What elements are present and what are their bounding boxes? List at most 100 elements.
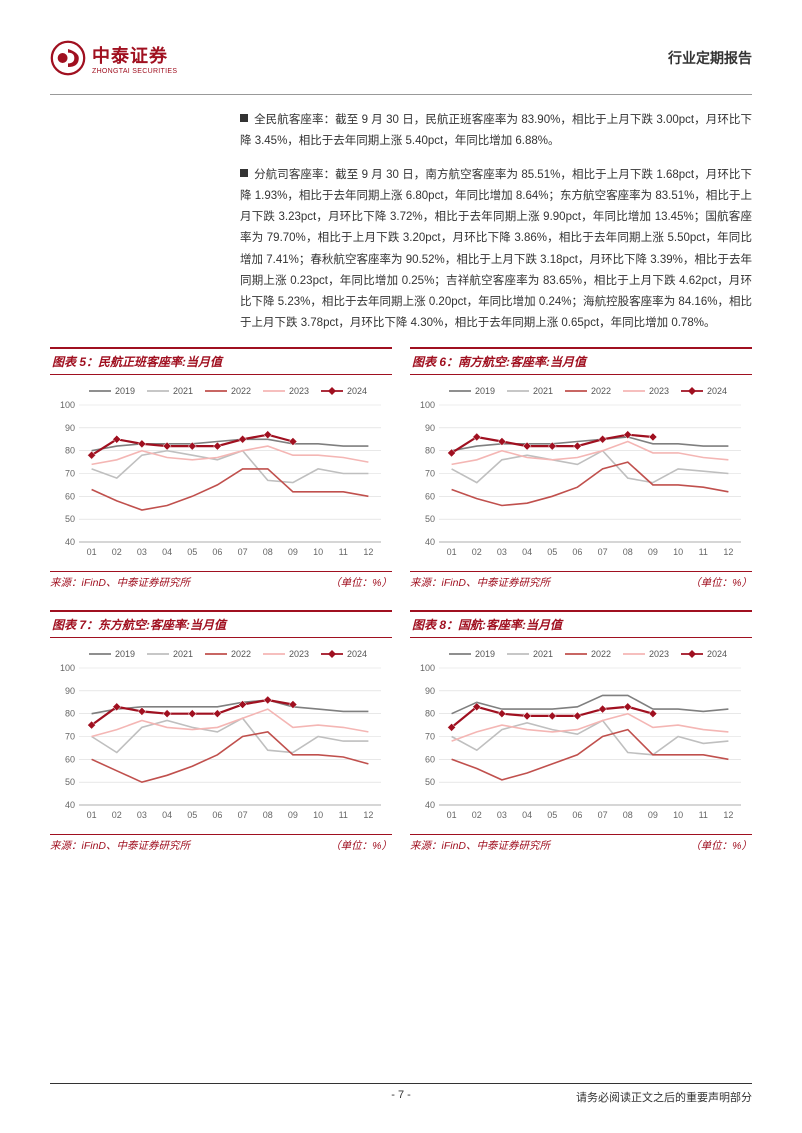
svg-text:02: 02 xyxy=(472,547,482,557)
chart-7: 图表 7：东方航空:客座率:当月值 4050607080901000102030… xyxy=(50,610,392,853)
svg-text:05: 05 xyxy=(547,547,557,557)
svg-text:01: 01 xyxy=(447,547,457,557)
svg-text:80: 80 xyxy=(425,445,435,455)
svg-text:100: 100 xyxy=(60,400,75,410)
svg-text:2019: 2019 xyxy=(475,649,495,659)
svg-text:90: 90 xyxy=(65,422,75,432)
svg-text:2022: 2022 xyxy=(231,649,251,659)
svg-text:09: 09 xyxy=(648,810,658,820)
svg-text:80: 80 xyxy=(65,708,75,718)
svg-text:2024: 2024 xyxy=(707,649,727,659)
svg-text:10: 10 xyxy=(313,810,323,820)
svg-text:12: 12 xyxy=(723,810,733,820)
chart-7-unit: （单位：%） xyxy=(330,838,392,853)
svg-text:11: 11 xyxy=(699,810,708,820)
svg-text:11: 11 xyxy=(699,547,708,557)
logo-main-text: 中泰证券 xyxy=(92,42,177,68)
svg-text:40: 40 xyxy=(425,800,435,810)
svg-text:70: 70 xyxy=(425,731,435,741)
svg-text:04: 04 xyxy=(162,810,172,820)
svg-text:90: 90 xyxy=(425,685,435,695)
svg-text:08: 08 xyxy=(263,810,273,820)
svg-text:100: 100 xyxy=(60,663,75,673)
paragraph-2-text: 分航司客座率：截至 9 月 30 日，南方航空客座率为 85.51%，相比于上月… xyxy=(240,169,752,330)
svg-text:02: 02 xyxy=(472,810,482,820)
svg-text:2022: 2022 xyxy=(231,386,251,396)
svg-text:11: 11 xyxy=(339,547,348,557)
chart-7-canvas: 4050607080901000102030405060708091011122… xyxy=(50,642,392,827)
chart-8-canvas: 4050607080901000102030405060708091011122… xyxy=(410,642,752,827)
svg-text:02: 02 xyxy=(112,547,122,557)
svg-text:50: 50 xyxy=(65,514,75,524)
footer-disclaimer: 请务必阅读正文之后的重要声明部分 xyxy=(576,1089,752,1105)
chart-6-canvas: 4050607080901000102030405060708091011122… xyxy=(410,379,752,564)
svg-text:2022: 2022 xyxy=(591,386,611,396)
svg-text:60: 60 xyxy=(65,491,75,501)
svg-text:60: 60 xyxy=(425,754,435,764)
svg-text:08: 08 xyxy=(263,547,273,557)
svg-text:11: 11 xyxy=(339,810,348,820)
svg-text:80: 80 xyxy=(65,445,75,455)
svg-text:2023: 2023 xyxy=(289,649,309,659)
svg-text:06: 06 xyxy=(212,547,222,557)
svg-text:01: 01 xyxy=(87,547,97,557)
chart-8-title: 图表 8：国航:客座率:当月值 xyxy=(410,612,752,637)
svg-text:2023: 2023 xyxy=(289,386,309,396)
svg-text:80: 80 xyxy=(425,708,435,718)
svg-text:2023: 2023 xyxy=(649,386,669,396)
svg-text:90: 90 xyxy=(65,685,75,695)
chart-5-canvas: 4050607080901000102030405060708091011122… xyxy=(50,379,392,564)
svg-text:2021: 2021 xyxy=(173,386,193,396)
svg-text:07: 07 xyxy=(238,547,248,557)
svg-text:04: 04 xyxy=(162,547,172,557)
chart-7-title: 图表 7：东方航空:客座率:当月值 xyxy=(50,612,392,637)
bullet-icon xyxy=(240,169,248,177)
svg-text:50: 50 xyxy=(425,777,435,787)
svg-text:08: 08 xyxy=(623,810,633,820)
chart-5-source: 来源：iFinD、中泰证券研究所 xyxy=(50,575,190,590)
svg-text:100: 100 xyxy=(420,663,435,673)
chart-6: 图表 6：南方航空:客座率:当月值 4050607080901000102030… xyxy=(410,347,752,590)
svg-text:05: 05 xyxy=(547,810,557,820)
svg-text:07: 07 xyxy=(238,810,248,820)
svg-text:2023: 2023 xyxy=(649,649,669,659)
chart-8-unit: （单位：%） xyxy=(690,838,752,853)
chart-grid: 图表 5：民航正班客座率:当月值 40506070809010001020304… xyxy=(50,347,752,853)
svg-text:90: 90 xyxy=(425,422,435,432)
page-number: - 7 - xyxy=(391,1089,411,1101)
svg-text:2024: 2024 xyxy=(707,386,727,396)
svg-text:09: 09 xyxy=(288,810,298,820)
svg-text:07: 07 xyxy=(598,547,608,557)
chart-8-source: 来源：iFinD、中泰证券研究所 xyxy=(410,838,550,853)
bullet-icon xyxy=(240,114,248,122)
svg-text:08: 08 xyxy=(623,547,633,557)
svg-text:70: 70 xyxy=(65,468,75,478)
svg-text:10: 10 xyxy=(673,547,683,557)
svg-text:12: 12 xyxy=(363,547,373,557)
svg-text:01: 01 xyxy=(447,810,457,820)
paragraph-2: 分航司客座率：截至 9 月 30 日，南方航空客座率为 85.51%，相比于上月… xyxy=(240,165,752,335)
svg-text:2021: 2021 xyxy=(533,386,553,396)
svg-text:09: 09 xyxy=(648,547,658,557)
svg-text:09: 09 xyxy=(288,547,298,557)
paragraph-1: 全民航客座率：截至 9 月 30 日，民航正班客座率为 83.90%，相比于上月… xyxy=(240,110,752,153)
svg-text:2024: 2024 xyxy=(347,386,367,396)
svg-text:10: 10 xyxy=(673,810,683,820)
svg-text:2019: 2019 xyxy=(115,649,135,659)
svg-text:12: 12 xyxy=(363,810,373,820)
svg-text:50: 50 xyxy=(425,514,435,524)
svg-text:70: 70 xyxy=(65,731,75,741)
svg-text:01: 01 xyxy=(87,810,97,820)
svg-text:04: 04 xyxy=(522,547,532,557)
chart-6-title: 图表 6：南方航空:客座率:当月值 xyxy=(410,349,752,374)
svg-text:04: 04 xyxy=(522,810,532,820)
svg-text:05: 05 xyxy=(187,810,197,820)
chart-5: 图表 5：民航正班客座率:当月值 40506070809010001020304… xyxy=(50,347,392,590)
svg-text:2021: 2021 xyxy=(173,649,193,659)
svg-text:03: 03 xyxy=(497,810,507,820)
paragraph-1-text: 全民航客座率：截至 9 月 30 日，民航正班客座率为 83.90%，相比于上月… xyxy=(240,114,752,147)
svg-text:10: 10 xyxy=(313,547,323,557)
chart-6-source: 来源：iFinD、中泰证券研究所 xyxy=(410,575,550,590)
svg-text:2022: 2022 xyxy=(591,649,611,659)
chart-8: 图表 8：国航:客座率:当月值 40 50 60 70 80 90 100 01 02 03 04 0… xyxy=(410,610,752,853)
